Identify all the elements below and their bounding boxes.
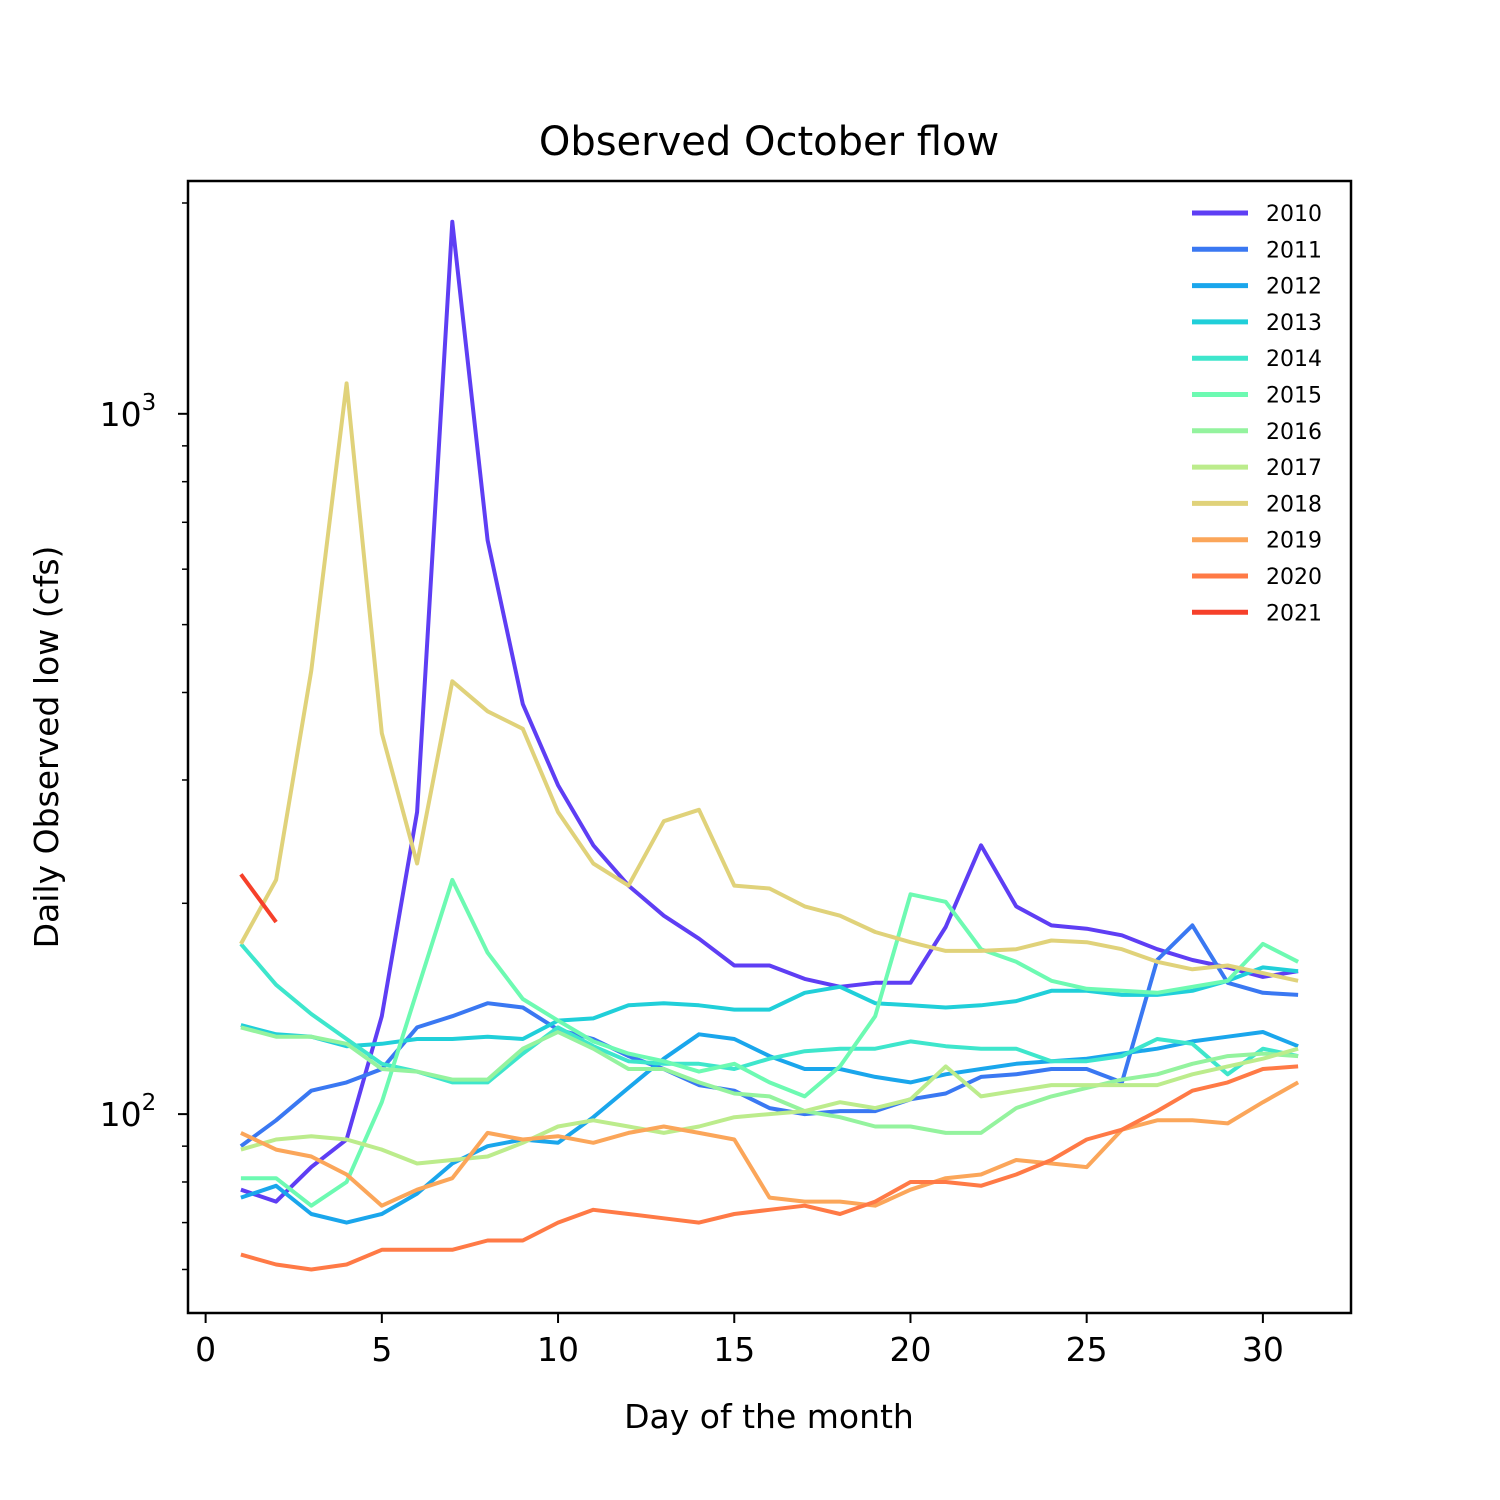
series-line-2011 xyxy=(239,923,1299,1148)
series-line-2010 xyxy=(240,219,1299,1204)
y-tick-label-100: 102 xyxy=(100,1090,157,1134)
chart-title: Observed October flow xyxy=(539,119,999,165)
series-line-2012 xyxy=(240,1030,1299,1225)
x-tick-label-0: 0 xyxy=(195,1330,216,1369)
series-line-2015 xyxy=(240,877,1300,1208)
legend-label-2018: 2018 xyxy=(1266,492,1322,517)
x-tick-label-30: 30 xyxy=(1242,1330,1284,1369)
x-axis-label: Day of the month xyxy=(624,1397,914,1436)
legend-label-2020: 2020 xyxy=(1266,565,1322,590)
legend-label-2017: 2017 xyxy=(1266,456,1322,481)
series-line-2017 xyxy=(240,1046,1299,1166)
series-line-2013 xyxy=(240,965,1299,1049)
legend: 2010 2011 2012 2013 2014 2015 2016 2017 2018 2019… xyxy=(1192,202,1322,626)
x-axis: 0 5 10 15 20 25 30 xyxy=(195,1313,1284,1369)
x-tick-label-25: 25 xyxy=(1066,1330,1108,1369)
series-line-2018 xyxy=(239,381,1299,983)
legend-label-2012: 2012 xyxy=(1266,275,1322,300)
x-tick-label-15: 15 xyxy=(713,1330,755,1369)
legend-label-2019: 2019 xyxy=(1266,529,1322,554)
y-tick-label-1000: 103 xyxy=(100,390,157,434)
legend-label-2016: 2016 xyxy=(1266,420,1322,445)
plot-frame xyxy=(186,179,1353,1315)
legend-label-2014: 2014 xyxy=(1266,347,1322,372)
y-axis: 102 103 xyxy=(100,202,188,1271)
x-tick-label-20: 20 xyxy=(889,1330,931,1369)
series-line-2020 xyxy=(240,1064,1299,1272)
legend-label-2021: 2021 xyxy=(1266,601,1322,626)
x-tick-label-10: 10 xyxy=(537,1330,579,1369)
y-axis-label: Daily Observed low (cfs) xyxy=(27,546,66,949)
series-layer xyxy=(239,219,1300,1272)
legend-label-2010: 2010 xyxy=(1266,202,1322,227)
legend-label-2013: 2013 xyxy=(1266,311,1322,336)
legend-label-2011: 2011 xyxy=(1266,238,1322,263)
series-line-2016 xyxy=(240,1025,1299,1135)
legend-label-2015: 2015 xyxy=(1266,384,1322,409)
x-tick-label-5: 5 xyxy=(371,1330,392,1369)
series-line-2021 xyxy=(239,873,278,924)
